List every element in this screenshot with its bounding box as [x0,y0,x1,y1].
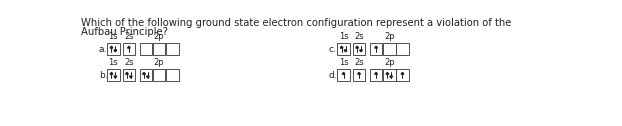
Polygon shape [401,72,404,74]
Text: 1s: 1s [109,32,118,41]
Text: Which of the following ground state electron configuration represent a violation: Which of the following ground state elec… [81,18,511,28]
Bar [166,69,179,81]
Text: 1s: 1s [339,58,348,68]
Bar [140,69,152,81]
Polygon shape [358,72,361,74]
Bar [153,69,165,81]
Text: a.: a. [99,44,107,54]
Text: c.: c. [329,44,337,54]
Bar [370,69,383,81]
Text: 2s: 2s [124,58,134,68]
Bar [396,43,409,55]
Text: 2s: 2s [124,32,134,41]
Polygon shape [110,46,113,48]
Bar [370,43,383,55]
Bar [153,43,165,55]
Polygon shape [390,76,392,78]
Bar [140,43,152,55]
Polygon shape [126,72,128,74]
Bar [353,43,365,55]
Polygon shape [114,76,117,78]
Polygon shape [128,46,130,48]
Polygon shape [374,72,378,74]
Text: d.: d. [329,71,338,80]
Text: 2s: 2s [355,32,364,41]
Text: 2p: 2p [384,32,394,41]
Bar [107,69,119,81]
Polygon shape [340,46,343,48]
Polygon shape [114,50,117,52]
Text: 2p: 2p [384,58,394,68]
Bar [123,43,135,55]
Polygon shape [356,46,358,48]
Bar [383,43,396,55]
Polygon shape [110,72,113,74]
Text: 2s: 2s [355,58,364,68]
Text: Aufbau Principle?: Aufbau Principle? [81,27,168,37]
Polygon shape [147,76,149,78]
Polygon shape [129,76,132,78]
Bar [396,69,409,81]
Polygon shape [142,72,146,74]
Text: 1s: 1s [339,32,348,41]
Polygon shape [386,72,389,74]
Text: 2p: 2p [154,58,164,68]
Bar [337,69,350,81]
Text: b.: b. [99,71,108,80]
Bar [166,43,179,55]
Bar [383,69,396,81]
Text: 1s: 1s [109,58,118,68]
Polygon shape [374,46,378,48]
Bar [107,43,119,55]
Bar [353,69,365,81]
Bar [337,43,350,55]
Polygon shape [342,72,345,74]
Text: 2p: 2p [154,32,164,41]
Bar [123,69,135,81]
Polygon shape [344,50,347,52]
Polygon shape [360,50,363,52]
